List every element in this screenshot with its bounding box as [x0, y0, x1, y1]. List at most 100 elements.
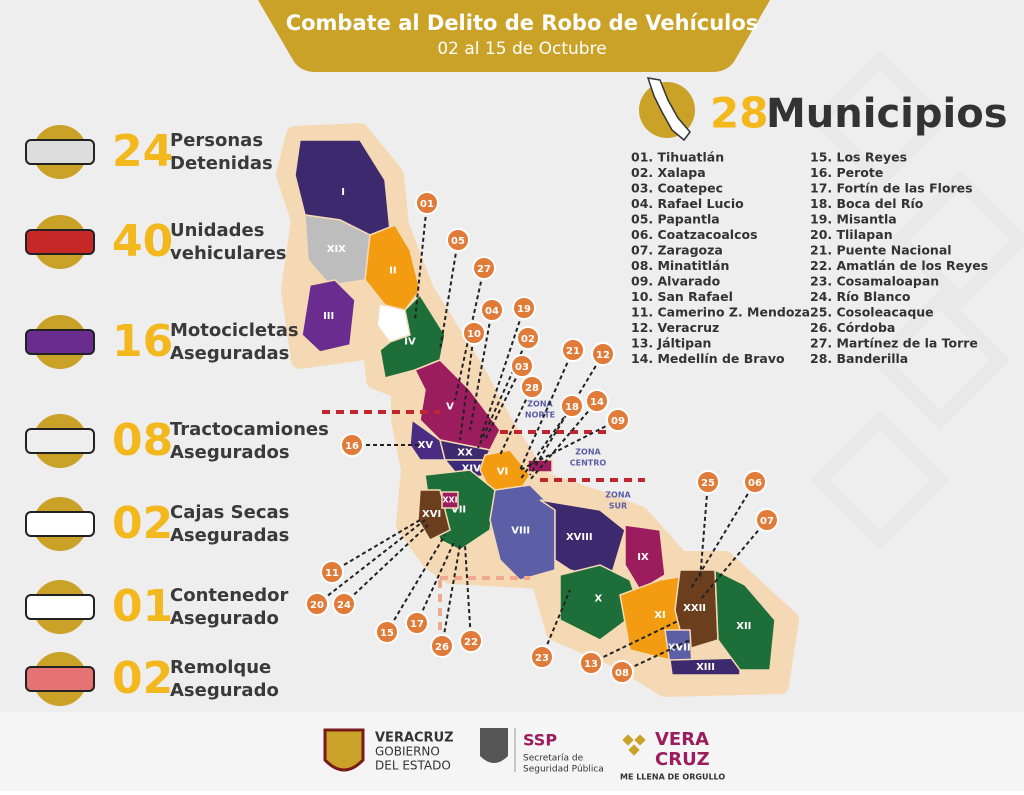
- municipio: 12. Veracruz: [631, 320, 719, 335]
- callout-line: [414, 202, 428, 321]
- callout-number: 08: [615, 668, 629, 679]
- stat-label: Asegurados: [170, 442, 290, 463]
- stat-label: vehiculares: [170, 243, 287, 264]
- municipio: 23. Cosamaloapan: [810, 274, 939, 289]
- stat-label: Tractocamiones: [170, 419, 329, 440]
- stat-label: Asegurado: [170, 680, 279, 701]
- callout: [430, 634, 454, 658]
- municipios-count: 28: [710, 89, 768, 138]
- callout: [696, 470, 720, 494]
- footer-text: ME LLENA DE ORGULLO: [620, 773, 725, 782]
- callout-line: [499, 386, 533, 456]
- callout-line: [316, 519, 426, 605]
- municipio: 27. Martínez de la Torre: [810, 336, 978, 351]
- municipio: 08. Minatitlán: [631, 258, 729, 273]
- municipio: 02. Xalapa: [631, 165, 706, 180]
- callout-line: [529, 400, 598, 481]
- region: [301, 279, 356, 353]
- callout-line: [519, 419, 619, 471]
- footer-text: SSP: [523, 731, 557, 750]
- region-label: III: [323, 311, 334, 322]
- footer-text: Secretaría de: [523, 754, 584, 764]
- callout: [530, 645, 554, 669]
- stat-icon: [25, 229, 95, 255]
- region: [669, 657, 741, 676]
- footer-logos: [323, 728, 646, 772]
- stat-number: 40: [112, 216, 173, 267]
- callout-number: 16: [345, 441, 359, 452]
- zone-label: NORTE: [525, 411, 555, 420]
- stat-label: Detenidas: [170, 153, 273, 174]
- region: [364, 224, 421, 311]
- callout-number: 10: [467, 329, 481, 340]
- callout-line: [459, 332, 475, 441]
- callout: [610, 660, 634, 684]
- callout-number: 27: [477, 264, 491, 275]
- header-banner: [258, 0, 770, 72]
- stat-label: Cajas Secas: [170, 502, 289, 523]
- zone-label: CENTRO: [570, 459, 607, 468]
- callout-line: [441, 544, 461, 647]
- callout-number: 15: [380, 628, 394, 639]
- stat-number: 24: [112, 126, 173, 177]
- callout: [743, 470, 767, 494]
- callout-number: 11: [325, 568, 339, 579]
- municipio: 07. Zaragoza: [631, 243, 723, 258]
- callout-number: 09: [611, 416, 625, 427]
- stat-label: Personas: [170, 130, 263, 151]
- subtitle: 02 al 15 de Octubre: [437, 39, 606, 59]
- municipio: 19. Misantla: [810, 212, 897, 227]
- municipio: 06. Coatzacoalcos: [631, 227, 758, 242]
- municipios-label: Municipios: [766, 91, 1008, 137]
- zone-label: SUR: [609, 502, 627, 511]
- footer-text: GOBIERNO: [375, 745, 440, 759]
- municipio: 05. Papantla: [631, 212, 720, 227]
- stat-icon: [25, 428, 95, 454]
- callout: [462, 321, 486, 345]
- region-blank: [378, 305, 410, 342]
- callout: [585, 389, 609, 413]
- zone-label: ZONA: [527, 400, 553, 409]
- region-label: XI: [654, 610, 665, 621]
- callout-number: 12: [596, 350, 610, 361]
- stat-icon: [25, 594, 95, 620]
- state-icon: [646, 77, 691, 142]
- municipio: 13. Jáltipan: [631, 336, 711, 351]
- callout-number: 03: [515, 362, 529, 373]
- callout-number: 01: [420, 199, 434, 210]
- callout-number: 23: [535, 653, 549, 664]
- region-label: XIII: [696, 662, 715, 673]
- callout-number: 05: [451, 236, 465, 247]
- callout-number: 22: [464, 637, 478, 648]
- region-label: I: [341, 187, 345, 198]
- pattern: [810, 50, 1024, 550]
- stat-number: 08: [112, 415, 173, 466]
- callout-line: [343, 524, 429, 605]
- stat-label: Contenedor: [170, 585, 288, 606]
- callout-line: [479, 307, 525, 441]
- municipio: 10. San Rafael: [631, 289, 733, 304]
- region: [441, 491, 459, 509]
- region: [379, 293, 446, 379]
- callout: [446, 228, 470, 252]
- region-label: XXII: [683, 603, 706, 614]
- callout-number: 04: [485, 306, 499, 317]
- callout: [320, 560, 344, 584]
- municipio: 11. Camerino Z. Mendoza: [631, 305, 810, 320]
- region-label: XXIII: [529, 462, 550, 471]
- callout-line: [469, 309, 493, 431]
- region-label: XVIII: [566, 532, 593, 543]
- callout-number: 07: [760, 516, 774, 527]
- stat-label: Asegurado: [170, 608, 279, 629]
- callout-number: 26: [435, 642, 449, 653]
- callout-number: 02: [521, 334, 535, 345]
- stat-icon: [25, 329, 95, 355]
- callout-number: 06: [748, 478, 762, 489]
- region-label: XVII: [668, 643, 691, 654]
- callout-number: 24: [337, 600, 351, 611]
- stat-label: Aseguradas: [170, 343, 289, 364]
- stat-number: 01: [112, 581, 173, 632]
- region-label: XIV: [462, 463, 481, 474]
- municipio: 01. Tihuatlán: [631, 150, 724, 165]
